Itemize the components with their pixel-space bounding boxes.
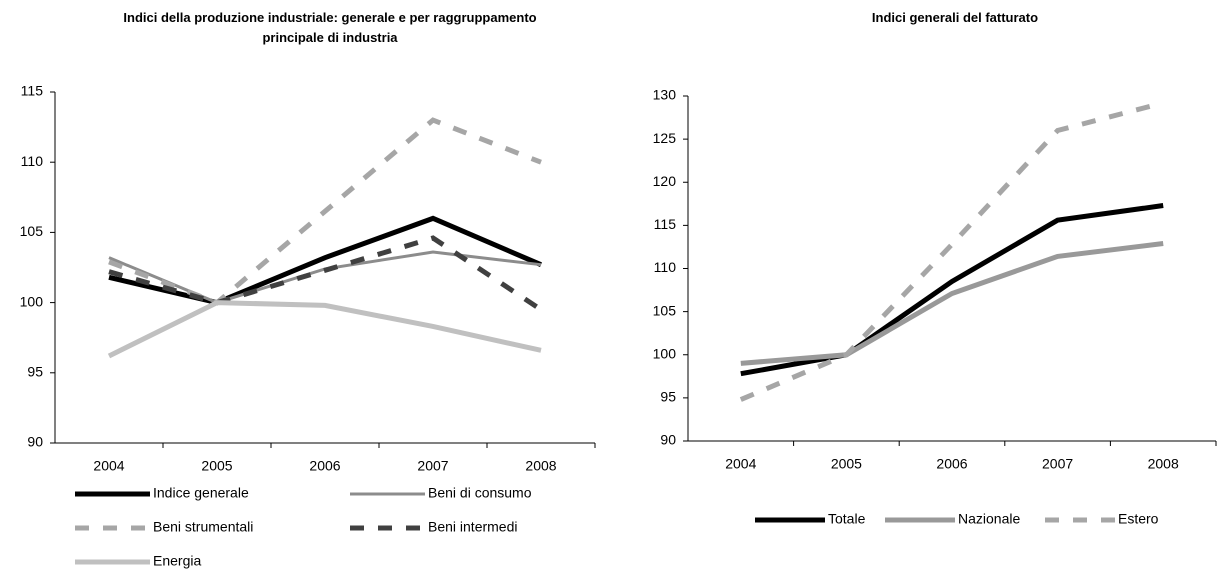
x-tick-label: 2006 (936, 456, 967, 472)
y-tick-label: 105 (653, 302, 677, 318)
legend-label: Indice generale (153, 485, 249, 501)
y-tick-label: 105 (20, 223, 44, 239)
y-tick-label: 110 (654, 259, 677, 275)
series-line (740, 203, 1164, 377)
legend-label: Totale (828, 511, 866, 527)
x-tick-label: 2006 (309, 458, 340, 474)
y-tick-label: 95 (660, 389, 676, 405)
x-tick-label: 2008 (525, 458, 556, 474)
y-tick-label: 120 (653, 173, 677, 189)
y-tick-label: 125 (653, 130, 677, 146)
series-line (740, 241, 1164, 366)
y-tick-label: 130 (653, 87, 677, 103)
y-tick-label: 110 (21, 153, 44, 169)
legend-label: Nazionale (958, 511, 1020, 527)
y-tick-label: 95 (27, 364, 43, 380)
x-tick-label: 2007 (1042, 456, 1073, 472)
x-tick-label: 2004 (725, 456, 756, 472)
x-tick-label: 2007 (417, 458, 448, 474)
y-tick-label: 100 (653, 345, 677, 361)
series-line (108, 117, 542, 306)
chart-title: Indici generali del fatturato (871, 10, 1039, 25)
legend-label: Beni intermedi (428, 519, 518, 535)
x-tick-label: 2004 (93, 458, 124, 474)
series-line (108, 215, 542, 306)
legend-label: Estero (1118, 511, 1159, 527)
chart-title: Indici della produzione industriale: gen… (123, 10, 537, 45)
y-tick-label: 100 (20, 293, 44, 309)
legend-label: Beni di consumo (428, 485, 532, 501)
series-line (107, 300, 542, 359)
y-tick-label: 90 (660, 432, 676, 448)
y-tick-label: 115 (21, 83, 44, 99)
series-line (739, 100, 1164, 402)
x-tick-label: 2005 (201, 458, 232, 474)
x-tick-label: 2005 (831, 456, 862, 472)
legend-label: Energia (153, 553, 201, 569)
y-tick-label: 90 (27, 434, 43, 450)
y-tick-label: 115 (654, 216, 677, 232)
x-tick-label: 2008 (1148, 456, 1179, 472)
legend-label: Beni strumentali (153, 519, 253, 535)
series-line (108, 235, 543, 312)
